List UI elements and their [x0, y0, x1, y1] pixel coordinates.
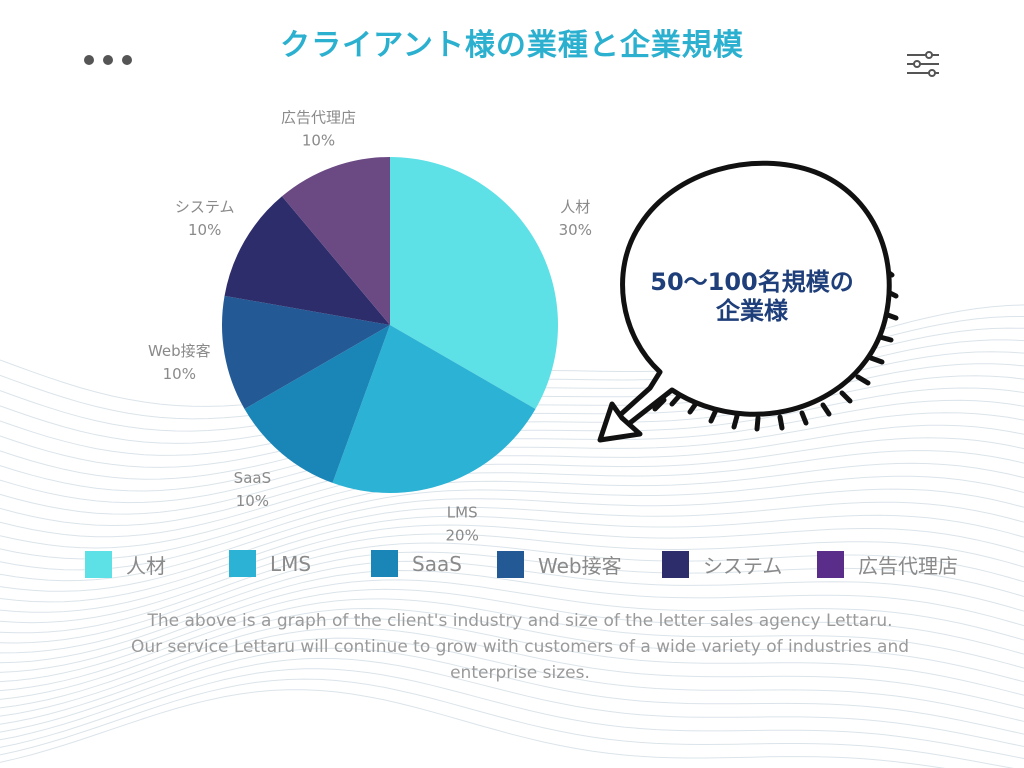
pie-slice — [221, 295, 390, 409]
slice-category-label: 人材 — [560, 198, 590, 216]
wave-line — [0, 524, 1024, 613]
legend-swatch — [371, 550, 398, 577]
legend-label: 広告代理店 — [858, 554, 958, 578]
wave-line — [0, 488, 1024, 582]
pie-slice — [224, 196, 390, 325]
legend-swatch — [229, 550, 256, 577]
wave-line — [0, 437, 1024, 538]
slice-value-label: 10% — [302, 132, 335, 150]
callout-text: 50〜100名規模の 企業様 — [632, 268, 872, 326]
pie-slice — [332, 325, 536, 494]
wave-line — [0, 412, 1024, 515]
bubble-outline — [607, 160, 892, 429]
legend-label: SaaS — [412, 551, 462, 576]
slice-value-label: 10% — [188, 221, 221, 239]
wave-line — [0, 647, 1024, 735]
legend-item: Web接客 — [497, 550, 622, 579]
legend-swatch — [817, 551, 844, 578]
wave-line — [0, 598, 1024, 692]
slice-category-label: Web接客 — [148, 342, 211, 360]
legend-label: 人材 — [126, 554, 166, 578]
slice-value-label: 10% — [236, 492, 269, 510]
wave-line — [0, 533, 1024, 624]
legend-swatch — [662, 551, 689, 578]
legend-item: LMS — [229, 550, 311, 577]
legend-label: システム — [703, 554, 783, 578]
caption-line-1: The above is a graph of the client's ind… — [147, 611, 893, 631]
legend-item: 人材 — [85, 550, 166, 579]
wave-line — [0, 450, 1024, 549]
wave-line — [0, 607, 1024, 700]
pie-slice — [390, 157, 558, 409]
slice-category-label: システム — [175, 198, 235, 216]
wave-line — [0, 514, 1024, 603]
legend-swatch — [497, 551, 524, 578]
slice-value-label: 30% — [559, 221, 592, 239]
more-dots-icon[interactable] — [84, 55, 132, 65]
wave-line — [0, 542, 1024, 634]
slice-category-label: SaaS — [234, 469, 271, 487]
callout-line-2: 企業様 — [716, 297, 788, 325]
wave-line — [0, 668, 1024, 759]
wave-line — [0, 637, 1024, 725]
chart-legend: 人材 LMS SaaS Web接客 システム 広告代理店 — [0, 550, 1024, 584]
wave-line — [0, 657, 1024, 747]
wave-line — [0, 462, 1024, 560]
page-title: クライアント様の業種と企業規模 — [280, 28, 744, 63]
wave-line — [0, 579, 1024, 673]
pie-slice — [244, 325, 390, 483]
legend-swatch — [85, 551, 112, 578]
legend-label: LMS — [270, 551, 312, 576]
wave-line — [0, 475, 1024, 571]
legend-item: SaaS — [371, 550, 462, 577]
wave-line — [0, 617, 1024, 709]
legend-item: 広告代理店 — [817, 550, 958, 579]
slice-value-label: 10% — [163, 365, 196, 383]
slice-category-label: 広告代理店 — [281, 109, 356, 127]
slice-category-label: LMS — [447, 503, 478, 521]
caption-line-3: enterprise sizes. — [450, 663, 590, 683]
caption: The above is a graph of the client's ind… — [80, 608, 960, 686]
wave-line — [0, 627, 1024, 717]
legend-label: Web接客 — [538, 554, 622, 578]
callout-line-1: 50〜100名規模の — [650, 268, 854, 296]
dot — [103, 55, 113, 65]
wave-line — [0, 569, 1024, 664]
slice-value-label: 20% — [446, 526, 479, 544]
wave-line — [0, 689, 946, 768]
pie-slice — [282, 157, 390, 325]
sliders-icon[interactable] — [905, 50, 941, 78]
caption-line-2: Our service Lettaru will continue to gro… — [130, 637, 910, 657]
dot — [84, 55, 94, 65]
wave-line — [0, 424, 1024, 527]
legend-item: システム — [662, 550, 782, 579]
wave-line — [0, 588, 1024, 683]
bubble-arrow-tip — [597, 401, 643, 443]
dot — [122, 55, 132, 65]
wave-line — [0, 678, 1015, 768]
wave-line — [0, 501, 1024, 592]
